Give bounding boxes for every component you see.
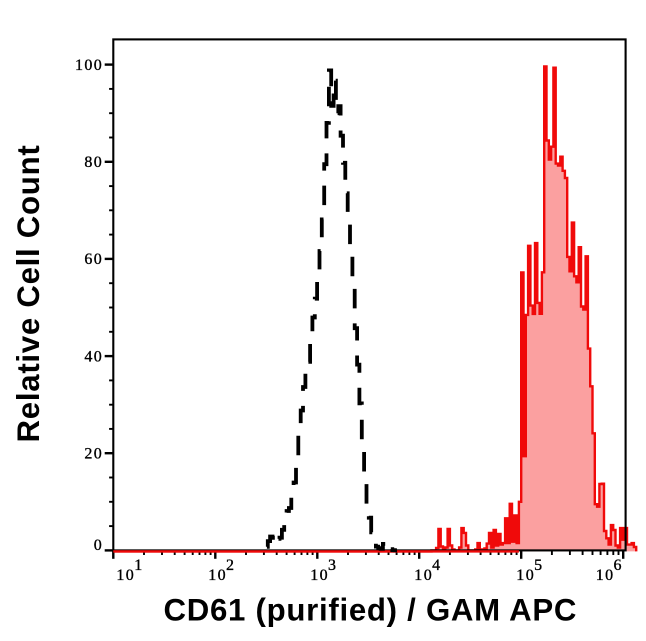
- svg-text:Relative Cell Count: Relative Cell Count: [11, 145, 46, 443]
- svg-text:10: 10: [516, 567, 535, 584]
- svg-text:40: 40: [84, 348, 103, 365]
- svg-text:5: 5: [534, 557, 542, 574]
- svg-text:20: 20: [84, 445, 103, 462]
- svg-text:10: 10: [116, 567, 135, 584]
- svg-text:0: 0: [94, 537, 103, 554]
- svg-text:4: 4: [432, 557, 440, 574]
- svg-text:10: 10: [414, 567, 433, 584]
- svg-text:60: 60: [84, 251, 103, 268]
- svg-text:2: 2: [226, 557, 234, 574]
- svg-text:100: 100: [75, 57, 103, 74]
- svg-text:10: 10: [596, 567, 615, 584]
- svg-text:10: 10: [208, 567, 227, 584]
- svg-text:80: 80: [84, 154, 103, 171]
- svg-text:3: 3: [328, 557, 336, 574]
- svg-text:6: 6: [614, 557, 622, 574]
- svg-text:CD61 (purified) / GAM APC: CD61 (purified) / GAM APC: [163, 592, 577, 627]
- svg-text:10: 10: [310, 567, 329, 584]
- svg-text:1: 1: [134, 557, 142, 574]
